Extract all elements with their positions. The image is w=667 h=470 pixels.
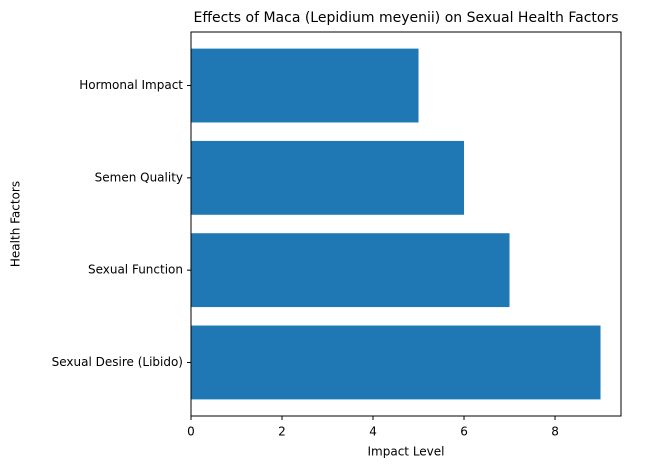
x-tick-label: 4 (369, 425, 377, 439)
bar (191, 325, 601, 400)
x-tick-label: 0 (187, 425, 195, 439)
y-axis-label: Health Factors (9, 181, 23, 267)
x-tick-label: 8 (551, 425, 559, 439)
y-tick-label: Hormonal Impact (79, 78, 183, 92)
bar (191, 140, 465, 215)
bar (191, 233, 510, 308)
bar (191, 48, 419, 123)
y-tick-label: Semen Quality (95, 170, 183, 184)
x-tick-label: 6 (460, 425, 468, 439)
x-axis-label: Impact Level (368, 445, 445, 459)
y-tick-label: Sexual Desire (Libido) (52, 355, 183, 369)
y-tick-label: Sexual Function (88, 263, 183, 277)
chart-title: Effects of Maca (Lepidium meyenii) on Se… (193, 10, 618, 26)
x-tick-label: 2 (278, 425, 286, 439)
plot-frame (190, 31, 622, 417)
